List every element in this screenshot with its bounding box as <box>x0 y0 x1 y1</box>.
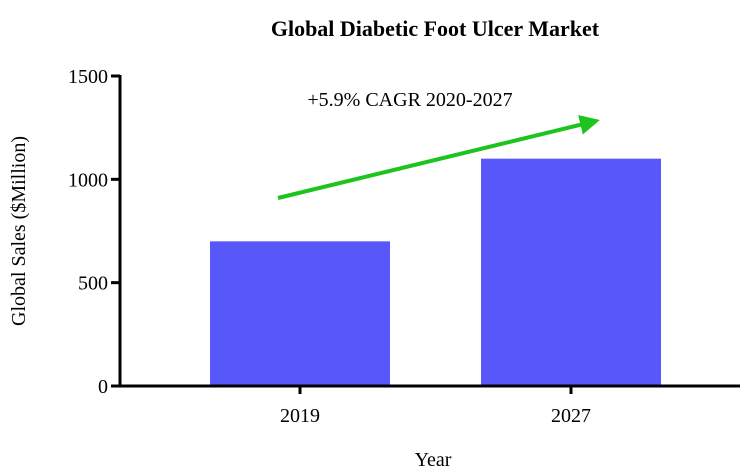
y-tick-label: 1500 <box>68 66 108 88</box>
x-axis-label: Year <box>415 449 452 471</box>
x-tick-label: 2027 <box>551 405 591 427</box>
chart-title: Global Diabetic Foot Ulcer Market <box>271 16 600 41</box>
y-tick-label: 500 <box>78 273 108 295</box>
annotation: +5.9% CAGR 2020-2027 <box>307 89 512 111</box>
trend-arrow <box>277 115 600 200</box>
bar <box>481 158 661 386</box>
y-tick-label: 1000 <box>68 169 108 191</box>
y-tick-label: 0 <box>98 376 108 398</box>
bar <box>210 241 390 386</box>
x-tick-label: 2019 <box>280 405 320 427</box>
y-axis-label: Global Sales ($Million) <box>8 136 30 326</box>
